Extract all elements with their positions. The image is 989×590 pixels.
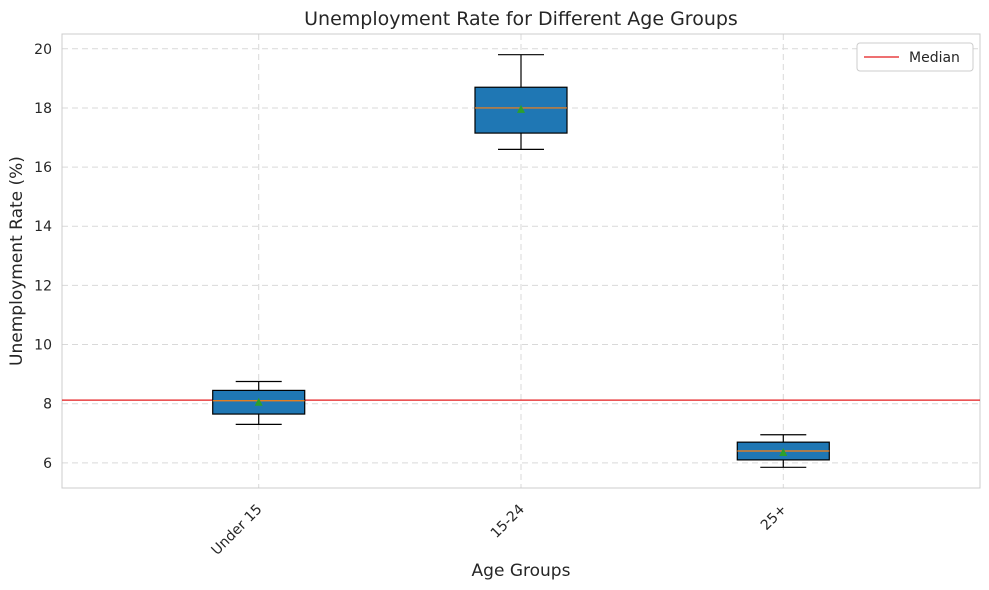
legend-frame (856, 42, 974, 72)
y-tick-label: 16 (34, 160, 52, 176)
x-tick-label: 15-24 (488, 501, 528, 541)
y-tick-label: 12 (34, 278, 52, 294)
x-tick-label: Under 15 (209, 502, 266, 559)
y-tick-label: 10 (34, 338, 52, 354)
ticks: 6 8 10 12 14 16 18 20 Under 15 15-24 25+ (34, 42, 790, 559)
y-tick-label: 18 (34, 101, 52, 117)
y-tick-label: 6 (43, 456, 52, 472)
mean-marker (517, 104, 525, 113)
box-2 (474, 54, 568, 150)
plot-area (61, 33, 981, 489)
box-3 (736, 434, 830, 468)
legend: Median (856, 42, 974, 72)
mean-marker (254, 397, 263, 406)
mean-marker (779, 448, 788, 457)
grid (62, 34, 980, 488)
y-tick-label: 8 (43, 397, 52, 413)
x-axis-label: Age Groups (472, 561, 571, 581)
y-tick-label: 20 (34, 42, 52, 58)
y-tick-label: 14 (34, 219, 52, 235)
legend-median-label: Median (909, 50, 960, 66)
chart-title: Unemployment Rate for Different Age Grou… (304, 8, 738, 30)
y-axis-label: Unemployment Rate (%) (7, 156, 27, 366)
x-tick-label: 25+ (758, 502, 790, 534)
box-1 (212, 380, 306, 426)
boxes (212, 54, 830, 468)
